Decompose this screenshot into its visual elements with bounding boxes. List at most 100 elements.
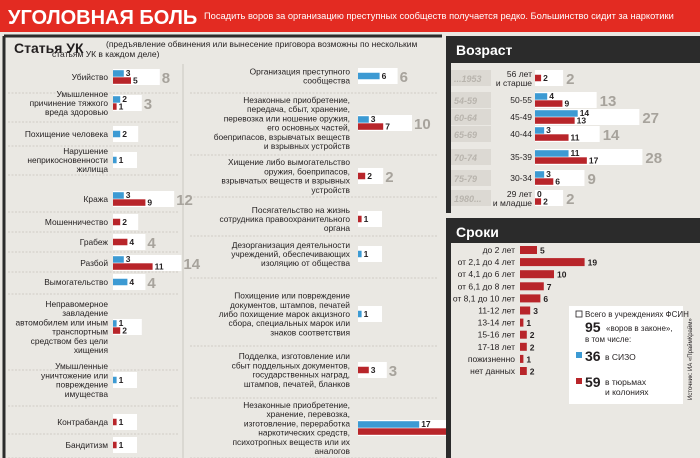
terms-label: от 8,1 до 10 лет [453, 293, 515, 303]
birth-years: 65-69 [454, 130, 477, 140]
uk-row-label: Незаконные приобретение, хранение, перево… [232, 400, 350, 456]
blue-bar [535, 93, 548, 100]
red-value: 7 [385, 121, 390, 131]
blue-value: 2 [122, 94, 127, 104]
red-value: 5 [133, 75, 138, 85]
uk-row-label: Бандитизм [66, 440, 109, 450]
blue-value: 3 [546, 125, 551, 135]
blue-value: 3 [371, 114, 376, 124]
red-bar [358, 123, 384, 130]
uk-row-label: Мошенничество [45, 217, 108, 227]
uk-row: Умышленные уничтожение или повреждение имущ… [8, 361, 178, 407]
total-value: 4 [147, 235, 156, 252]
terms-bar [520, 306, 531, 315]
uk-row-label: Вымогательство [44, 277, 108, 287]
uk-row-label: Неправомерное завладение автомобилем или и… [16, 299, 109, 355]
red-bar [535, 100, 563, 107]
terms-value: 2 [530, 367, 535, 377]
age-row: ...1953 56 лет и старше 2 2 [451, 69, 574, 88]
red-value: 2 [543, 73, 548, 83]
red-value: 6 [555, 176, 560, 186]
total-bar [358, 168, 384, 184]
uk-row: Организация преступного сообщества 6 6 [190, 66, 438, 94]
terms-row: 11-12 лет 3 [478, 306, 538, 317]
red-value: 13 [577, 115, 587, 125]
blue-value: 3 [126, 190, 131, 200]
blue-value: 6 [382, 71, 387, 81]
terms-label: 17-18 лет [478, 342, 516, 352]
legend-total-value: 95 [585, 319, 601, 335]
uk-row: Кража 3 9 12 [8, 190, 193, 213]
age-row: 65-69 40-44 3 11 14 [451, 125, 620, 144]
blue-value: 0 [537, 189, 542, 199]
red-value: 2 [367, 171, 372, 181]
terms-bar [520, 270, 554, 279]
age-label: 30-34 [510, 173, 532, 183]
blue-bar [113, 192, 124, 199]
total-bar [358, 246, 382, 262]
terms-label: от 4,1 до 6 лет [458, 269, 516, 279]
total-value: 4 [147, 275, 156, 292]
uk-row-label: Подделка, изготовление или сбыт поддельны… [232, 351, 351, 389]
blue-bar [113, 70, 124, 77]
terms-label: до 2 лет [483, 245, 516, 255]
blue-value: 11 [571, 148, 580, 158]
total-value: 2 [566, 191, 574, 208]
blue-bar [535, 110, 578, 117]
terms-label: 13-14 лет [478, 318, 516, 328]
blue-value: 3 [126, 254, 131, 264]
terms-bar [520, 294, 541, 303]
uk-row-label: Разбой [80, 258, 108, 268]
legend-total-sub2: в том числе: [585, 335, 631, 344]
uk-row: Разбой 3 11 14 [8, 254, 201, 273]
total-value: 10 [414, 116, 431, 133]
terms-value: 1 [526, 354, 531, 364]
terms-label: 11-12 лет [478, 306, 515, 316]
terms-value: 6 [543, 294, 548, 304]
red-bar [535, 117, 575, 124]
uk-row-label: Посягательство на жизнь сотрудника правоо… [219, 205, 350, 233]
uk-row-label: Контрабанда [57, 417, 108, 427]
total-value: 28 [645, 150, 662, 167]
total-value: 8 [162, 70, 170, 87]
age-row: 70-74 35-39 11 17 28 [451, 148, 662, 167]
blue-value: 3 [126, 68, 131, 78]
birth-band [451, 70, 491, 86]
birth-band [451, 92, 491, 108]
terms-bar [520, 367, 527, 375]
red-value: 3 [371, 365, 376, 375]
blue-bar [358, 72, 380, 80]
legend-red-label2: и колониях [605, 387, 649, 397]
age-title: Возраст [456, 42, 513, 58]
uk-row: Бандитизм 1 [8, 437, 178, 458]
uk-row: Вымогательство 4 4 [8, 274, 178, 295]
age-label: 56 лет и старше [496, 69, 532, 88]
red-bar [535, 74, 542, 82]
blue-bar [113, 376, 117, 384]
red-bar [358, 428, 488, 435]
terms-label: от 6,1 до 8 лет [458, 281, 516, 291]
uk-row: Похищение человека 2 [8, 126, 178, 147]
terms-value: 3 [533, 306, 538, 316]
birth-years: 60-64 [454, 113, 477, 123]
red-bar [113, 327, 121, 334]
uk-row-label: Умышленное причинение тяжкого вреда здоров… [30, 89, 109, 117]
red-swatch [576, 378, 582, 384]
red-value: 2 [122, 325, 127, 335]
total-bar [113, 372, 137, 388]
blue-value: 3 [546, 169, 551, 179]
uk-row-label: Умышленные уничтожение или повреждение имущ… [41, 361, 108, 399]
uk-row-label: Организация преступного сообщества [250, 66, 351, 85]
uk-row: Похищение или повреждение документов, шта… [190, 291, 438, 347]
blue-bar [113, 278, 128, 286]
terms-value: 19 [588, 258, 598, 268]
uk-row-label: Незаконные приобретение, передача, сбыт, … [214, 95, 351, 151]
red-value: 11 [155, 261, 164, 271]
terms-row: от 6,1 до 8 лет 7 [458, 281, 552, 292]
total-value: 2 [566, 71, 574, 88]
age-label: 40-44 [510, 129, 532, 139]
red-value: 9 [564, 98, 569, 108]
uk-row: Незаконные приобретение, передача, сбыт, … [190, 95, 438, 156]
uk-row-label: Дезорганизация деятельности учреждений, о… [231, 240, 351, 268]
